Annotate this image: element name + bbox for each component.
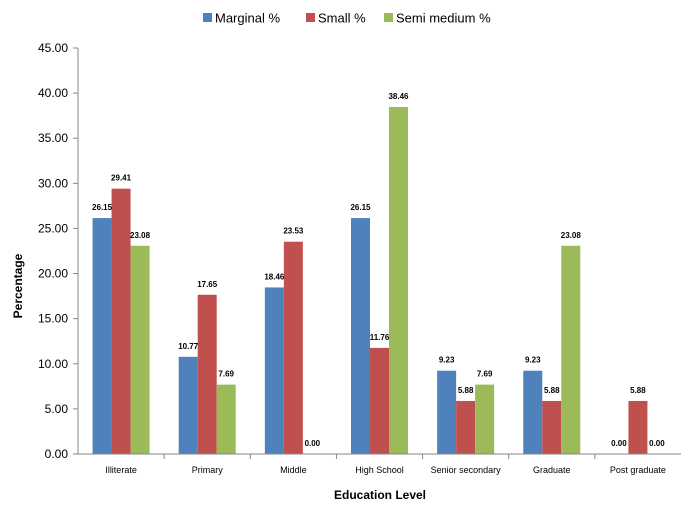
y-tick-label: 40.00 — [38, 86, 68, 100]
y-axis-ticks: 0.00 5.00 10.00 15.00 20.00 25.00 30.00 35.00 40… — [38, 41, 78, 461]
legend: Marginal % Small % Semi medium % — [203, 11, 491, 26]
bar — [92, 218, 112, 454]
x-tick-label: High School — [355, 465, 404, 475]
data-label: 5.88 — [458, 386, 474, 395]
data-labels: 26.15 29.41 23.08 10.77 17.65 7.69 18.46 23.53 0… — [92, 92, 665, 448]
data-label: 11.76 — [370, 333, 390, 342]
data-label: 23.53 — [283, 227, 304, 236]
data-label: 17.65 — [197, 280, 218, 289]
bar — [561, 245, 581, 454]
x-axis-ticks: Illiterate Primary Middle High School Senior… — [105, 454, 666, 475]
x-tick-label: Middle — [280, 465, 307, 475]
bar — [178, 356, 198, 454]
y-axis-title: Percentage — [11, 253, 25, 318]
y-tick-label: 15.00 — [38, 312, 68, 326]
y-tick-label: 25.00 — [38, 221, 68, 235]
bar — [351, 218, 370, 454]
legend-item: Small % — [306, 11, 366, 26]
axes — [77, 48, 681, 455]
data-label: 23.08 — [561, 231, 582, 240]
x-tick-label: Graduate — [533, 465, 571, 475]
bar — [370, 347, 389, 454]
data-label: 0.00 — [305, 439, 321, 448]
y-tick-label: 45.00 — [38, 41, 68, 55]
legend-item: Marginal % — [203, 11, 280, 26]
legend-swatch — [203, 13, 212, 22]
bar — [197, 294, 217, 454]
y-tick-label: 5.00 — [45, 402, 69, 416]
data-label: 26.15 — [350, 203, 371, 212]
y-tick-label: 20.00 — [38, 267, 68, 281]
bar — [523, 370, 543, 454]
x-axis-title: Education Level — [334, 488, 426, 502]
bar — [456, 400, 476, 454]
x-tick-label: Primary — [192, 465, 223, 475]
bar — [437, 370, 457, 454]
data-label: 38.46 — [388, 92, 409, 101]
bar — [111, 188, 131, 455]
legend-swatch — [306, 13, 315, 22]
data-label: 10.77 — [178, 342, 199, 351]
x-tick-label: Illiterate — [105, 465, 137, 475]
data-label: 5.88 — [544, 386, 560, 395]
legend-label: Marginal % — [215, 11, 280, 26]
bar — [283, 241, 303, 454]
data-label: 7.69 — [218, 370, 234, 379]
y-tick-label: 0.00 — [45, 447, 69, 461]
legend-label: Semi medium % — [396, 11, 491, 26]
bar — [216, 384, 236, 454]
data-label: 9.23 — [525, 356, 541, 365]
bar — [628, 400, 648, 454]
data-label: 26.15 — [92, 203, 113, 212]
bars — [92, 107, 648, 455]
data-label: 7.69 — [477, 370, 493, 379]
y-tick-label: 10.00 — [38, 357, 68, 371]
bar — [475, 384, 495, 454]
bar — [542, 400, 562, 454]
data-label: 5.88 — [630, 386, 646, 395]
legend-label: Small % — [318, 11, 366, 26]
legend-swatch — [384, 13, 393, 22]
bar — [130, 245, 150, 454]
data-label: 18.46 — [264, 272, 285, 281]
x-tick-label: Post graduate — [610, 465, 666, 475]
y-tick-label: 30.00 — [38, 176, 68, 190]
x-tick-label: Senior secondary — [431, 465, 502, 475]
bar — [264, 287, 284, 454]
legend-item: Semi medium % — [384, 11, 491, 26]
data-label: 23.08 — [130, 231, 151, 240]
bar — [389, 107, 408, 454]
data-label: 9.23 — [439, 356, 455, 365]
data-label: 0.00 — [649, 439, 665, 448]
data-label: 0.00 — [611, 439, 627, 448]
data-label: 29.41 — [111, 174, 132, 183]
y-tick-label: 35.00 — [38, 131, 68, 145]
